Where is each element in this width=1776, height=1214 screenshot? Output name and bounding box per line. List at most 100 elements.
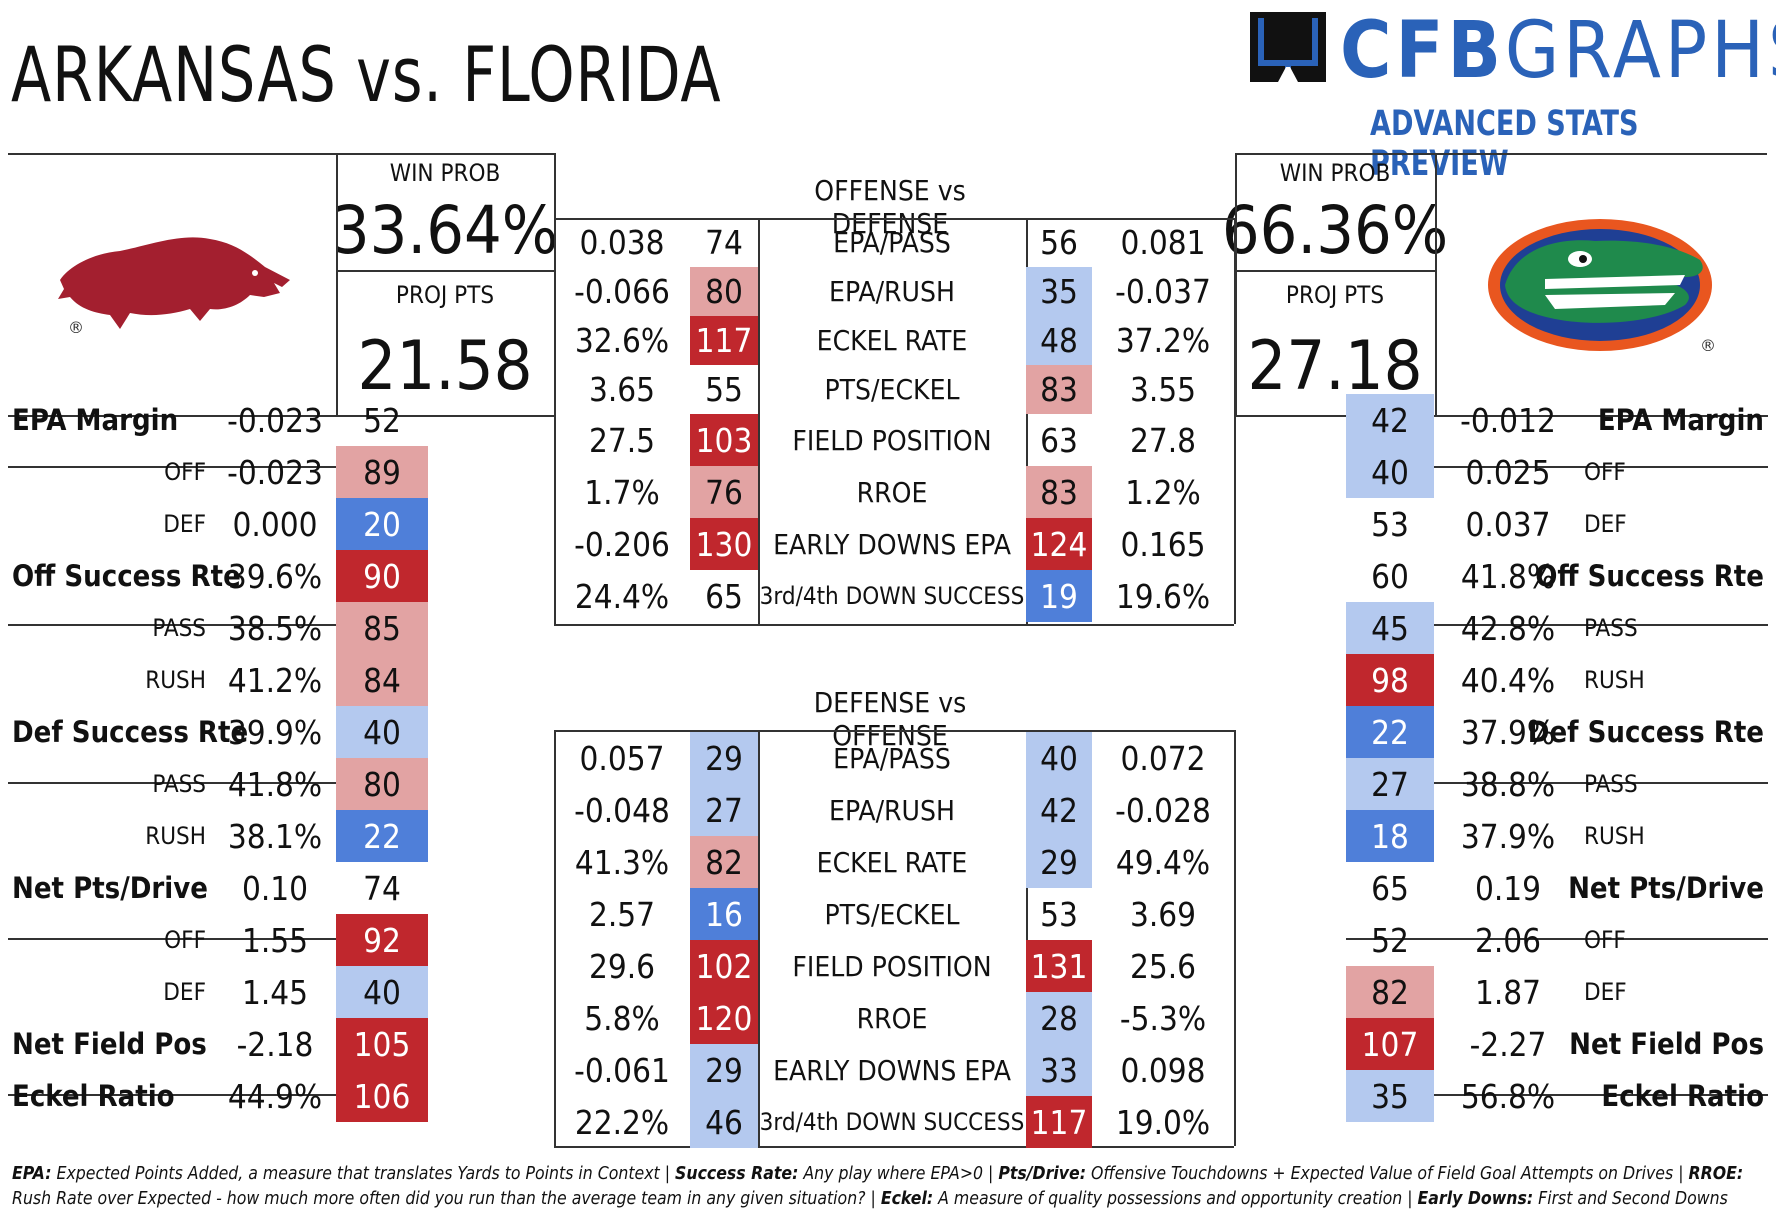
row-rank: 74 [363,868,401,908]
row-rank: 90 [336,550,428,602]
row-label: OFF [1584,926,1626,954]
florida-value: 27.8 [1129,420,1197,460]
stat-name: FIELD POSITION [792,949,992,983]
florida-rank: 40 [1026,732,1092,784]
stat-name: EPA/PASS [833,226,951,259]
divider [758,730,760,1146]
row-label: PASS [1584,770,1638,798]
arkansas-rank: 82 [690,836,758,888]
gator-logo: ® [1488,219,1716,355]
arkansas-rank: 76 [690,466,758,518]
arkansas-rank: 74 [705,223,743,262]
divider [1346,624,1768,626]
divider [1346,1094,1768,1096]
row-rank: 22 [1346,706,1434,758]
row-value: 1.45 [241,972,309,1012]
stat-name: EARLY DOWNS EPA [773,527,1011,561]
divider [1235,415,1768,417]
row-value: 0.19 [1474,868,1542,908]
divider [1235,153,1767,155]
florida-rank: 63 [1040,420,1078,460]
florida-rank: 83 [1026,466,1092,518]
row-value: -0.023 [227,400,323,440]
footnote-term: Success Rate: [675,1164,799,1184]
row-label: Off Success Rte [12,559,241,593]
row-rank: 65 [1371,868,1409,908]
row-label: RUSH [1584,822,1645,850]
divider [8,938,428,940]
divider [1234,730,1236,1146]
florida-rank: 83 [1026,365,1092,414]
row-value: 1.87 [1474,972,1542,1012]
arkansas-value: 5.8% [584,998,660,1038]
row-label: OFF [164,926,206,954]
row-value: 38.1% [227,816,323,856]
row-value: 44.9% [227,1076,323,1116]
row-rank: 53 [1371,504,1409,544]
divider [1234,218,1236,624]
row-rank: 82 [1346,966,1434,1018]
footnote-definition: First and Second Downs [1533,1189,1728,1209]
arkansas-rank: 117 [690,316,758,365]
page-title: ARKANSAS vs. FLORIDA [11,30,722,119]
arkansas-rank: 80 [690,267,758,316]
brand-subtitle: ADVANCED STATS PREVIEW [1370,104,1639,184]
divider [8,782,428,784]
arkansas-value: 24.4% [574,576,670,616]
defense-vs-offense-title: DEFENSE vs OFFENSE [813,686,967,752]
row-label: Net Pts/Drive [1568,871,1764,905]
florida-value: 1.2% [1125,472,1201,512]
row-rank: 40 [1346,446,1434,498]
footnote-definition: Offensive Touchdowns + Expected Value of… [1086,1164,1689,1184]
arkansas-value: 29.6 [588,946,656,986]
divider [336,270,554,272]
svg-text:®: ® [1700,336,1716,355]
razorback-logo: ® [58,237,290,337]
footnote-term: Eckel: [880,1189,934,1209]
row-value: 41.2% [227,660,323,700]
footnote-definition: Rush Rate over Expected - how much more … [12,1189,881,1209]
home-win-prob: 33.64% [331,191,559,269]
arkansas-rank: 29 [690,732,758,784]
row-rank: 107 [1346,1018,1434,1070]
row-label: DEF [163,510,206,538]
row-label: DEF [1584,978,1627,1006]
row-label: RUSH [1584,666,1645,694]
row-rank: 27 [1346,758,1434,810]
row-rank: 60 [1371,556,1409,596]
florida-value: -0.037 [1115,272,1211,311]
divider [8,153,554,155]
row-label: RUSH [145,822,206,850]
goalpost-icon [1250,12,1326,82]
row-rank: 20 [336,498,428,550]
row-value: -0.023 [227,452,323,492]
row-value: 38.8% [1460,764,1556,804]
row-label: OFF [164,458,206,486]
row-label: Def Success Rte [12,715,249,749]
row-value: 2.06 [1474,920,1542,960]
home-proj-pts: 21.58 [357,326,533,406]
row-rank: 22 [336,810,428,862]
arkansas-rank: 55 [705,370,743,409]
row-rank: 52 [1371,920,1409,960]
row-label: Eckel Ratio [1601,1079,1764,1113]
arkansas-rank: 103 [690,414,758,466]
florida-value: 49.4% [1115,842,1211,882]
divider [554,624,1234,626]
stat-name: EPA/RUSH [829,793,955,827]
row-rank: 84 [336,654,428,706]
row-rank: 80 [336,758,428,810]
arkansas-value: -0.061 [574,1050,670,1090]
divider [554,218,1234,220]
row-label: OFF [1584,458,1626,486]
florida-value: 0.098 [1120,1050,1206,1090]
row-value: -2.27 [1469,1024,1547,1064]
row-value: -2.18 [236,1024,314,1064]
arkansas-rank: 46 [690,1096,758,1148]
divider [554,730,556,1146]
arkansas-rank: 29 [690,1044,758,1096]
florida-value: 37.2% [1115,321,1211,360]
row-rank: 42 [1346,394,1434,446]
footnote-term: Early Downs: [1417,1189,1534,1209]
row-value: 41.8% [1460,556,1556,596]
